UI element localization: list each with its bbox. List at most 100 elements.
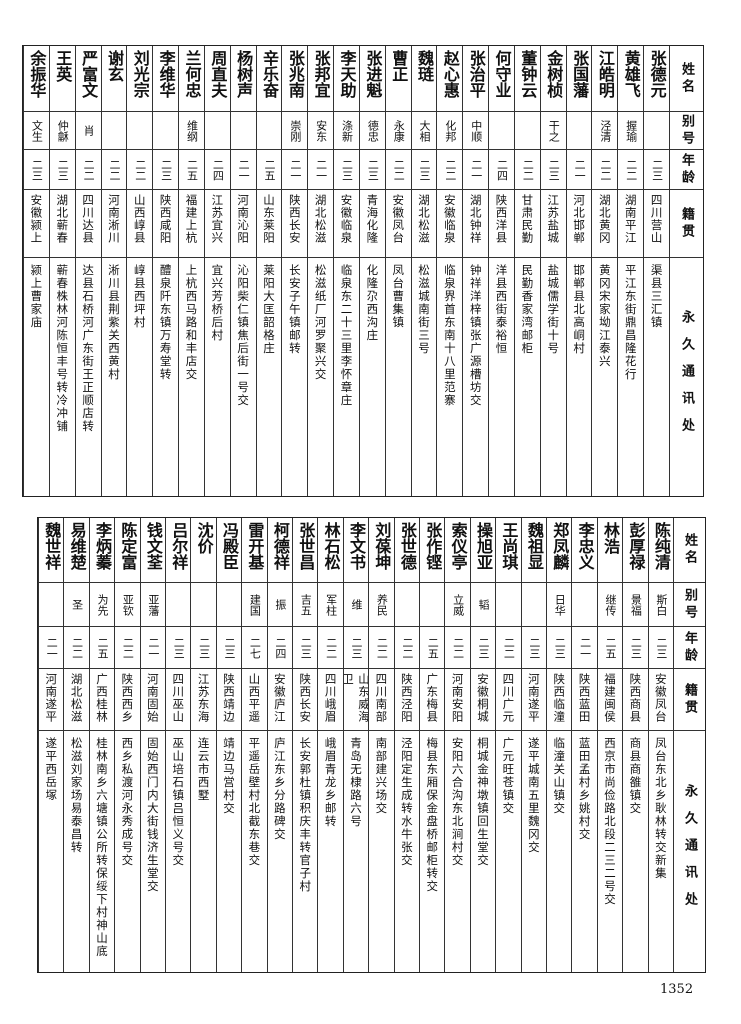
cell-name: 董钟云 — [513, 46, 540, 112]
cell-name: 曹正 — [384, 46, 411, 112]
cell-age: 二三 — [190, 627, 216, 669]
cell-age: 二二 — [495, 627, 521, 669]
cell-address: 民勤香家湾邮柜 — [513, 258, 540, 496]
header-address: 永久通讯处 — [673, 731, 705, 972]
cell-age: 二二 — [317, 627, 343, 669]
cell-alias: 安东 — [307, 112, 334, 150]
header-native: 籍贯 — [669, 190, 703, 258]
cell-address: 莱阳大匡韶格庄 — [255, 258, 282, 496]
cell-age: 二二 — [617, 150, 644, 190]
cell-name: 易维楚 — [63, 518, 89, 583]
cell-name: 王英 — [48, 46, 75, 112]
cell-address: 化隆尕西沟庄 — [358, 258, 385, 496]
cell-alias: 景福 — [622, 583, 648, 627]
cell-native: 湖北松滋 — [63, 669, 89, 731]
cell-alias: 振 — [266, 583, 293, 627]
roster-table-bottom: 姓名 陈纯清 彭厚禄 林浩 李忠义 郑凤麟 魏祖显 王尚琪 操旭亚 索仪亭 张作铿 张世德 刘葆坤 李文书… — [37, 517, 706, 973]
cell-age: 二二 — [444, 627, 470, 669]
cell-age: 二三 — [469, 627, 496, 669]
cell-alias — [513, 112, 540, 150]
cell-age: 二三 — [48, 150, 75, 190]
cell-name: 金树桢 — [539, 46, 566, 112]
cell-name: 魏祖显 — [520, 518, 547, 583]
cell-name: 谢玄 — [100, 46, 127, 112]
cell-native: 四川营山 — [643, 190, 669, 258]
cell-alias: 涤新 — [333, 112, 359, 150]
cell-name: 黄雄飞 — [617, 46, 644, 112]
cell-address: 安阳六合沟东北涧村交 — [444, 731, 469, 972]
header-address: 永久通讯处 — [669, 258, 703, 496]
cell-name: 索仪亭 — [444, 518, 470, 583]
cell-native: 陕西长安 — [281, 190, 308, 258]
cell-age: 二三 — [358, 150, 385, 190]
header-age: 年龄 — [673, 627, 705, 669]
cell-address: 西京市尚俭路北段二三二号交 — [596, 731, 622, 972]
cell-native: 安徽临泉 — [333, 190, 359, 258]
cell-alias: 握瑜 — [617, 112, 644, 150]
cell-name: 王尚琪 — [495, 518, 521, 583]
cell-name: 杨树声 — [229, 46, 256, 112]
cell-name: 张世德 — [393, 518, 420, 583]
cell-name: 张兆南 — [281, 46, 308, 112]
cell-name: 彭厚禄 — [622, 518, 648, 583]
cell-alias: 斯白 — [647, 583, 673, 627]
cell-age: 二三 — [333, 150, 359, 190]
cell-name: 李天助 — [333, 46, 359, 112]
cell-name: 林石松 — [317, 518, 343, 583]
cell-address: 靖边马営村交 — [215, 731, 241, 972]
cell-address: 达县石桥河广东街王正顺店转 — [74, 258, 101, 496]
cell-alias: 继传 — [596, 583, 623, 627]
cell-native: 青海化隆 — [358, 190, 385, 258]
header-alias: 别号 — [673, 583, 705, 627]
cell-native: 陕西长安 — [292, 669, 318, 731]
cell-alias: 文生 — [23, 112, 49, 150]
cell-alias: 亚藩 — [139, 583, 166, 627]
cell-native: 四川南部 — [368, 669, 394, 731]
cell-address: 临泉东二十三里李怀章庄 — [333, 258, 359, 496]
cell-name: 赵心惠 — [436, 46, 463, 112]
cell-address: 长安子午镇邮转 — [281, 258, 307, 496]
cell-age: 二三 — [215, 627, 242, 669]
cell-name: 操旭亚 — [469, 518, 496, 583]
cell-native: 湖南平江 — [617, 190, 644, 258]
cell-native: 广东梅县 — [419, 669, 445, 731]
cell-native: 山西平遥 — [241, 669, 267, 731]
cell-native: 河南固始 — [139, 669, 166, 731]
cell-address: 平江东街鼎昌隆花行 — [617, 258, 643, 496]
roster-table-top: 姓名 张德元 黄雄飞 江皓明 张国藩 金树桢 董钟云 何守业 张治平 赵心惠 魏琏 曹正 张进魁 李天助张… — [22, 45, 704, 497]
cell-address: 桂林南乡六塘镇公所转保绥下村神山底 — [88, 731, 114, 972]
cell-address: 黄冈宋家坳江泰兴 — [591, 258, 617, 496]
cell-age: 二二 — [100, 150, 127, 190]
cell-address: 平遥岳壁村北截东巷交 — [241, 731, 266, 972]
cell-age: 二二 — [63, 627, 89, 669]
cell-alias — [520, 583, 547, 627]
cell-alias: 韬 — [469, 583, 496, 627]
cell-native: 湖北松滋 — [307, 190, 334, 258]
cell-address: 松滋纸厂河罗聚兴交 — [307, 258, 333, 496]
cell-name: 严富文 — [74, 46, 101, 112]
cell-native: 四川峨眉 — [317, 669, 343, 731]
cell-address: 宜兴芳桥后村 — [203, 258, 230, 496]
cell-age: 二三 — [23, 150, 49, 190]
cell-native: 河南安阳 — [444, 669, 470, 731]
cell-alias — [255, 112, 282, 150]
cell-address: 凤台东北乡耿林转交新集 — [647, 731, 673, 972]
cell-name: 钱文荃 — [139, 518, 166, 583]
cell-address: 商县商雒镇交 — [622, 731, 647, 972]
cell-age: 二三 — [410, 150, 437, 190]
cell-age: 二一 — [571, 627, 597, 669]
cell-alias — [643, 112, 669, 150]
cell-alias: 军柱 — [317, 583, 343, 627]
cell-alias: 吉五 — [292, 583, 318, 627]
cell-alias: 中顺 — [462, 112, 489, 150]
cell-age: 二二 — [114, 627, 140, 669]
cell-age: 二五 — [88, 627, 115, 669]
cell-name: 雷开基 — [241, 518, 267, 583]
cell-address: 青岛无棣路六号 — [342, 731, 368, 972]
cell-alias: 德忠 — [358, 112, 385, 150]
cell-name: 何守业 — [488, 46, 514, 112]
cell-name: 辛乐奋 — [255, 46, 282, 112]
cell-address: 松滋刘家场易泰昌转 — [63, 731, 88, 972]
cell-address: 巫山培石镇吕恒义号交 — [165, 731, 190, 972]
cell-native: 安徽颍上 — [23, 190, 49, 258]
